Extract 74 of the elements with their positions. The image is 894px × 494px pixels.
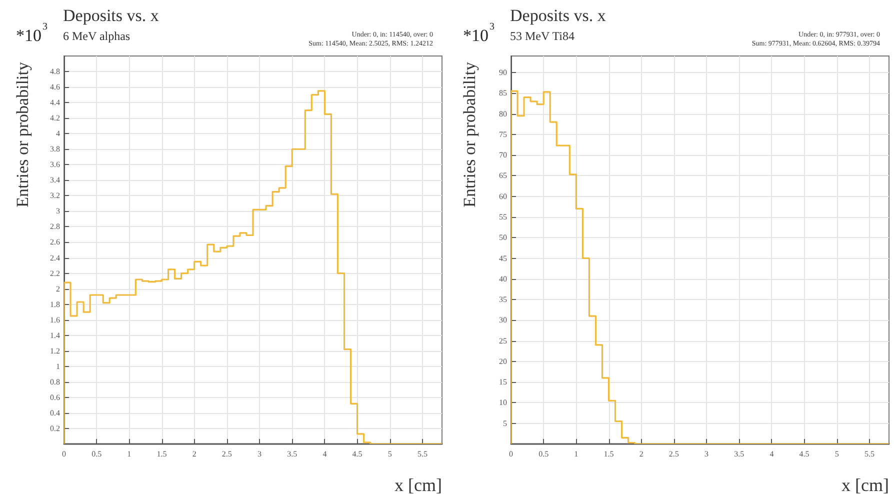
x-tick-label: 0: [509, 450, 513, 458]
x-tick-label: 5.5: [417, 450, 428, 458]
x-tick-label: 1.5: [604, 450, 614, 458]
y-tick-label: 1.2: [50, 346, 60, 356]
y-tick-label: 45: [499, 254, 507, 263]
y-tick-label: 0.2: [50, 424, 60, 433]
y-tick-label: 5: [503, 418, 507, 428]
y-tick-label: 3.4: [50, 176, 60, 185]
y-tick-label: 90: [499, 68, 507, 78]
y-tick-label: 35: [499, 295, 507, 304]
x-tick-label: 4.5: [799, 450, 810, 458]
y-tick-label: 2.6: [50, 238, 60, 247]
x-tick-label: 1: [574, 450, 578, 458]
x-tick-label: 2.5: [222, 450, 232, 458]
x-tick-label: 0.5: [92, 450, 102, 458]
x-tick-label: 4: [322, 450, 327, 458]
y-tick-label: 3.2: [50, 191, 60, 200]
x-tick-label: 0.5: [538, 450, 549, 458]
y-tick-label: 1.4: [50, 330, 60, 340]
y-tick-label: 1.8: [50, 300, 60, 309]
x-tick-label: 5.5: [864, 450, 874, 458]
y-tick-label: 30: [499, 316, 507, 325]
chart-title: Deposits vs. x: [510, 6, 606, 25]
y-tick-label: 4: [56, 129, 60, 138]
x-tick-label: 4: [770, 450, 774, 458]
y-tick-label: 10: [499, 398, 507, 408]
y-tick-label: 40: [499, 274, 507, 284]
x-tick-label: 2.5: [668, 450, 679, 458]
y-tick-label: 70: [499, 150, 507, 160]
y-tick-label: 60: [499, 192, 507, 201]
y-tick-label: 2.2: [50, 268, 60, 278]
y-tick-label: 50: [499, 233, 507, 242]
y-tick-label: 0.4: [50, 408, 60, 418]
x-tick-label: 0: [62, 450, 66, 458]
y-tick-label: 1: [56, 362, 60, 371]
x-tick-label: 1.5: [156, 450, 167, 458]
x-tick-label: 3.5: [287, 450, 298, 458]
x-tick-label: 3: [258, 450, 262, 458]
x-axis-title: x [cm]: [842, 475, 889, 494]
y-tick-label: 3.6: [50, 160, 60, 170]
y-tick-label: 4.6: [50, 82, 60, 92]
y-tick-label: 4.2: [50, 114, 60, 123]
x-axis-title: x [cm]: [394, 475, 442, 494]
y-tick-label: 85: [499, 88, 507, 98]
y-tick-label: 2.8: [50, 222, 60, 232]
y-tick-label: 75: [499, 130, 507, 139]
y-tick-label: 1.6: [50, 315, 60, 324]
x-tick-label: 5: [388, 450, 392, 458]
x-tick-label: 5: [834, 450, 839, 458]
x-tick-label: 1: [127, 450, 132, 458]
chart-subtitle: 53 MeV Ti84: [510, 29, 574, 43]
y-tick-label: 0.8: [50, 377, 60, 386]
x-tick-label: 3: [704, 450, 709, 458]
y-tick-label: 65: [499, 171, 507, 180]
y-tick-label: 20: [499, 356, 507, 366]
y-tick-label: 55: [499, 212, 507, 222]
y-tick-label: 25: [499, 336, 507, 346]
x-tick-label: 2: [639, 450, 644, 458]
x-tick-label: 4.5: [352, 450, 362, 458]
y-tick-label: 80: [499, 109, 507, 118]
y-tick-label: 0.6: [50, 392, 60, 402]
y-axis-title: Entries or probability: [460, 62, 479, 208]
chart-subtitle: 6 MeV alphas: [63, 29, 130, 43]
y-axis-title: Entries or probability: [13, 62, 32, 208]
y-tick-label: 2: [56, 284, 60, 294]
y-tick-label: 2.4: [50, 253, 60, 262]
y-tick-label: 3.8: [50, 144, 60, 154]
y-tick-label: 15: [499, 378, 507, 387]
y-tick-label: 4.8: [50, 67, 60, 76]
x-tick-label: 3.5: [734, 450, 744, 458]
y-tick-label: 4.4: [50, 98, 60, 108]
y-tick-label: 3: [56, 206, 60, 216]
chart-title: Deposits vs. x: [63, 6, 160, 25]
x-tick-label: 2: [192, 450, 196, 458]
